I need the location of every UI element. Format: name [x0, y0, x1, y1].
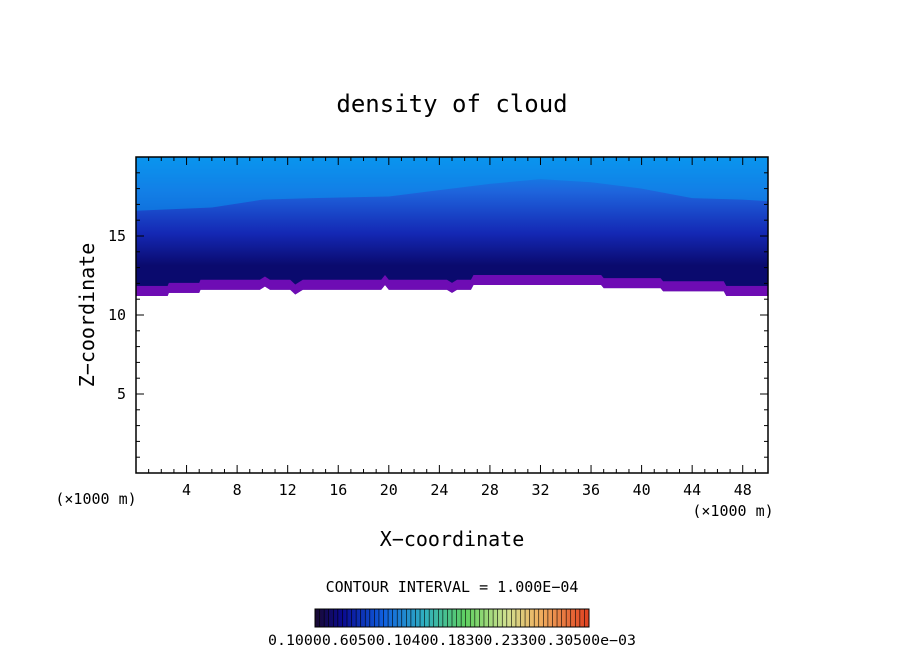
cloud-base-band [136, 274, 768, 297]
x-unit-left: (×1000 m) [55, 490, 136, 508]
x-axis-ticks: 4 8 12 16 20 24 28 32 36 40 44 48 [148, 157, 756, 499]
x-tick-label: 12 [279, 481, 297, 499]
y-axis-label: Z−coordinate [75, 243, 99, 388]
colorbar [314, 608, 590, 628]
y-tick-label: 10 [108, 306, 126, 324]
x-tick-label: 36 [582, 481, 600, 499]
x-tick-label: 48 [734, 481, 752, 499]
y-axis-ticks: 5 10 15 [108, 172, 768, 458]
chart-title: density of cloud [336, 90, 567, 118]
x-unit-right: (×1000 m) [692, 502, 773, 520]
colorbar-labels: 0.10000.60500.10400.18300.23300.30500e−0… [268, 633, 636, 649]
x-axis-label: X−coordinate [380, 527, 525, 551]
x-tick-label: 20 [380, 481, 398, 499]
x-tick-label: 8 [233, 481, 242, 499]
x-tick-label: 16 [329, 481, 347, 499]
x-tick-label: 28 [481, 481, 499, 499]
x-tick-label: 4 [182, 481, 191, 499]
x-tick-label: 40 [633, 481, 651, 499]
y-tick-label: 5 [117, 385, 126, 403]
contour-interval-label: CONTOUR INTERVAL = 1.000E−04 [326, 578, 579, 596]
cloud-top-layer [136, 157, 768, 211]
x-tick-label: 44 [683, 481, 701, 499]
x-tick-label: 32 [531, 481, 549, 499]
plot-area [136, 157, 768, 297]
y-tick-label: 15 [108, 227, 126, 245]
x-tick-label: 24 [430, 481, 448, 499]
colorbar-divisions [319, 609, 585, 627]
